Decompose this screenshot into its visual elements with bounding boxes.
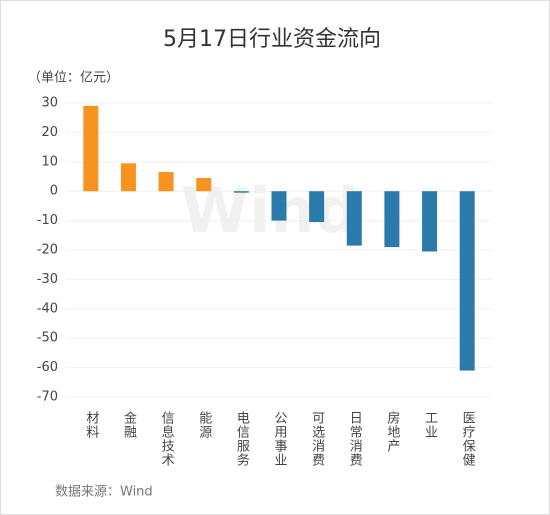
y-tick-label: -20 — [37, 243, 58, 258]
x-tick-label: 金融 — [121, 410, 137, 439]
bar — [422, 191, 438, 252]
y-tick-label: 10 — [41, 154, 58, 169]
bar — [233, 191, 249, 193]
bar — [158, 172, 174, 192]
x-tick-label: 材料 — [83, 411, 99, 439]
bar — [346, 191, 362, 246]
bar — [271, 191, 287, 221]
y-tick-label: 20 — [41, 125, 58, 140]
chart-title: 5月17日行业资金流向 — [163, 27, 381, 52]
y-tick-label: -40 — [37, 301, 58, 316]
y-tick-label: 30 — [41, 96, 58, 111]
y-tick-label: -50 — [37, 331, 58, 346]
x-tick-label: 可选消费 — [309, 411, 325, 467]
x-tick-label: 公用事业 — [272, 411, 288, 467]
y-tick-label: -60 — [37, 360, 58, 375]
bar — [83, 105, 99, 192]
x-tick-label: 工业 — [422, 411, 438, 439]
x-tick-label: 医疗保健 — [460, 411, 476, 467]
y-tick-label: 0 — [50, 184, 58, 199]
y-tick-label: -10 — [37, 213, 58, 228]
y-tick-label: -70 — [37, 390, 58, 405]
bar — [309, 191, 325, 223]
bar — [459, 191, 475, 371]
x-tick-label: 电信服务 — [234, 411, 250, 467]
bar — [196, 177, 212, 192]
bar — [384, 191, 400, 248]
x-tick-label: 信息技术 — [159, 411, 175, 467]
x-tick-label: 房地产 — [384, 410, 400, 453]
y-tick-label: -30 — [37, 272, 58, 287]
x-tick-label: 能源 — [196, 411, 212, 439]
x-tick-label: 日常消费 — [347, 411, 363, 467]
bar — [120, 163, 136, 192]
source: 数据来源：Wind — [55, 485, 153, 500]
unit-label: （单位：亿元） — [28, 71, 119, 86]
